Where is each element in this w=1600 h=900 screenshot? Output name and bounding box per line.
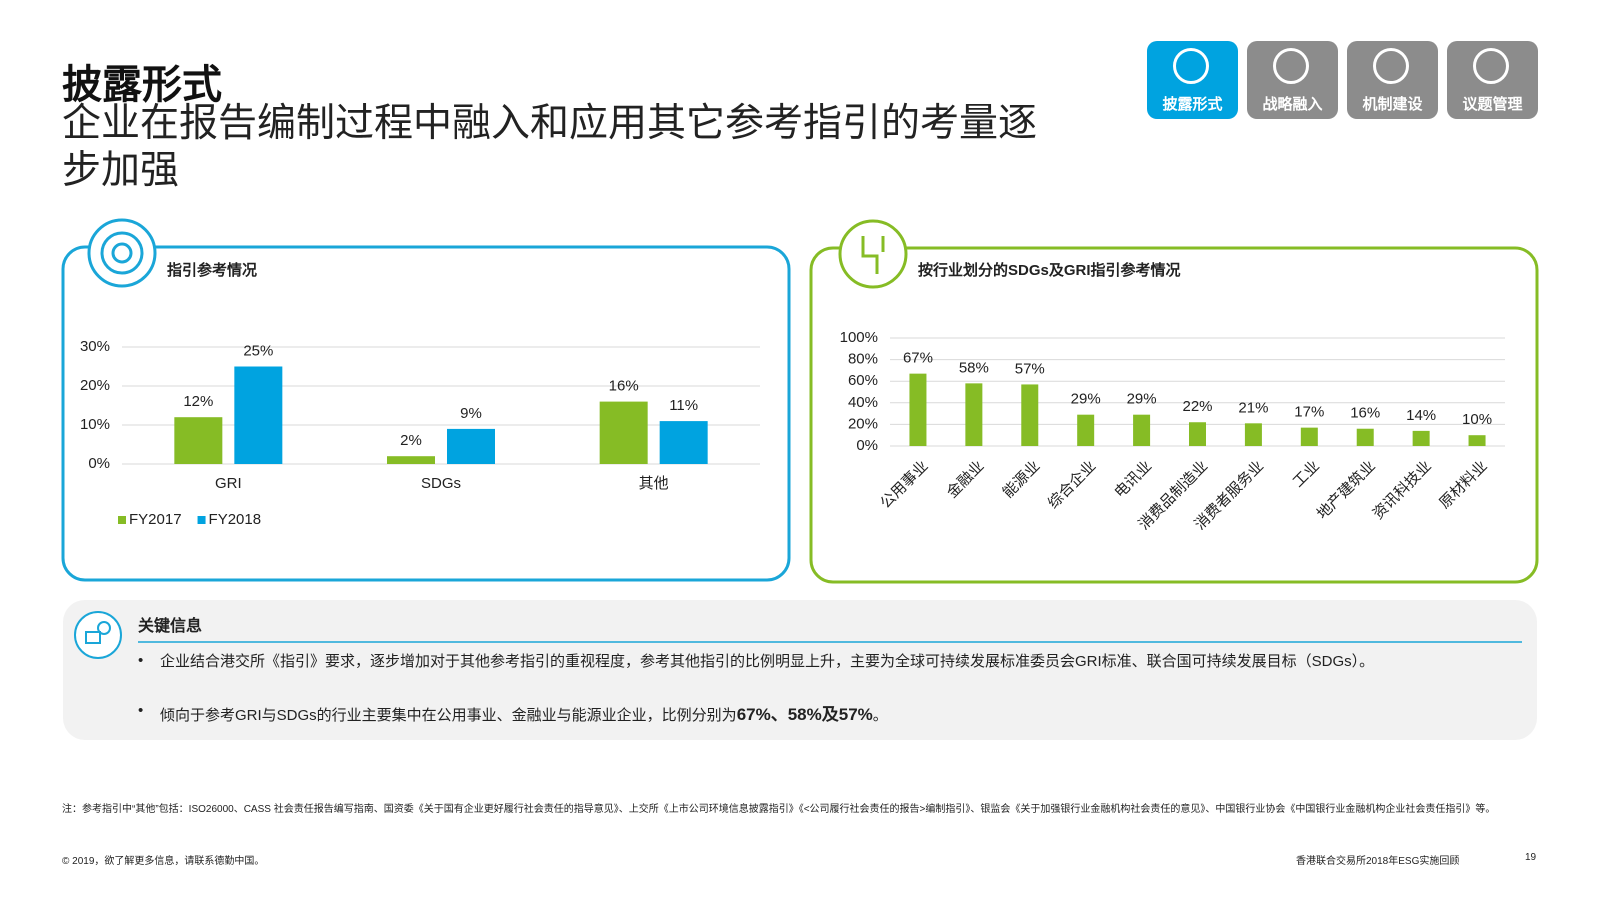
bar [234, 366, 283, 464]
y-tick-label: 0% [856, 437, 878, 454]
x-tick-label: 能源业 [1000, 458, 1044, 502]
copyright: © 2019，欲了解更多信息，请联系德勤中国。 [62, 856, 265, 867]
bar [1133, 414, 1151, 446]
data-label: 21% [1238, 399, 1268, 416]
x-tick-label: 原材料业 [1436, 458, 1490, 512]
x-tick-label: 电讯业 [1111, 458, 1155, 502]
x-tick-label: SDGs [421, 475, 461, 492]
footer-source: 香港联合交易所2018年ESG实施回顾 [1296, 856, 1460, 867]
x-tick-label: 综合企业 [1044, 457, 1099, 512]
data-label: 67% [903, 350, 933, 367]
icon-path-lines [861, 236, 885, 274]
y-tick-label: 100% [840, 329, 878, 346]
bar [1189, 422, 1206, 446]
icon-search [74, 611, 122, 659]
legend-label: FY2018 [209, 511, 262, 528]
icon-search-case [85, 631, 101, 644]
icon-target-ring [100, 231, 144, 275]
x-tick-label: GRI [215, 475, 242, 492]
panel-key [63, 600, 1537, 740]
bullet-dot: • [138, 652, 144, 669]
bullet-end: 。 [872, 707, 888, 724]
bar [1077, 414, 1095, 446]
y-tick-label: 0% [88, 455, 110, 472]
bar [1300, 427, 1318, 446]
bar [659, 421, 708, 464]
x-tick-label: 地产建筑业 [1314, 458, 1379, 523]
data-label: 11% [669, 397, 698, 414]
legend-label: FY2017 [129, 511, 182, 528]
data-label: 22% [1182, 398, 1212, 415]
data-label: 25% [243, 342, 273, 359]
key-title: 关键信息 [138, 618, 203, 635]
bullet-bold: 67%、58%及57% [736, 705, 873, 724]
bar [909, 373, 927, 446]
bar [387, 456, 435, 464]
panel-right [809, 246, 1539, 584]
icon-target [87, 218, 157, 288]
footnote: 注：参考指引中“其他”包括：ISO26000、CASS 社会责任报告编写指南、国… [62, 804, 1496, 815]
bullet-text: 倾向于参考GRI与SDGs的行业主要集中在公用事业、金融业与能源业企业，比例分别… [160, 707, 737, 724]
nav-button[interactable]: 机制建设 [1347, 41, 1438, 119]
bullet-dot: • [138, 702, 144, 719]
x-tick-label: 工业 [1290, 458, 1323, 491]
data-label: 9% [460, 405, 482, 422]
panel-left [61, 245, 791, 582]
y-tick-label: 80% [848, 351, 878, 368]
x-tick-label: 其他 [639, 475, 669, 492]
bar [447, 428, 495, 464]
bar [599, 401, 648, 464]
nav-button[interactable]: 议题管理 [1447, 41, 1538, 119]
legend-swatch [118, 516, 126, 524]
bar [1468, 435, 1486, 446]
data-label: 57% [1015, 360, 1045, 377]
nav-button[interactable]: 披露形式 [1147, 41, 1238, 119]
bar [965, 383, 983, 446]
data-label: 12% [183, 393, 213, 410]
y-tick-label: 10% [80, 416, 110, 433]
x-tick-label: 金融业 [944, 458, 988, 502]
page-subtitle: 企业在报告编制过程中融入和应用其它参考指引的考量逐步加强 [62, 102, 1038, 192]
data-label: 2% [400, 432, 422, 449]
bar [1021, 384, 1039, 446]
icon-target-core [111, 242, 133, 264]
y-tick-label: 30% [80, 338, 110, 355]
x-tick-label: 公用事业 [877, 458, 931, 512]
x-tick-label: 资讯科技业 [1370, 458, 1435, 523]
data-label: 14% [1406, 407, 1436, 424]
chart-title: 指引参考情况 [167, 261, 257, 279]
y-tick-label: 40% [848, 394, 878, 411]
y-tick-label: 20% [848, 415, 878, 432]
bar [1412, 430, 1430, 446]
bar [1356, 428, 1374, 446]
bar [1244, 423, 1262, 446]
data-label: 16% [1350, 405, 1380, 422]
y-tick-label: 20% [80, 377, 110, 394]
y-tick-label: 60% [848, 372, 878, 389]
data-label: 29% [1127, 391, 1157, 408]
page-number: 19 [1525, 852, 1537, 863]
chart-title: 按行业划分的SDGs及GRI指引参考情况 [918, 261, 1181, 279]
data-label: 58% [959, 359, 989, 376]
bullet: 企业结合港交所《指引》要求，逐步增加对于其他参考指引的重视程度，参考其他指引的比… [160, 653, 1375, 670]
page-title: 披露形式 [62, 63, 222, 107]
icon-search-lens [97, 621, 111, 635]
data-label: 16% [609, 378, 639, 395]
nav-button[interactable]: 战略融入 [1247, 41, 1338, 119]
icon-path [838, 219, 908, 289]
legend-swatch [197, 516, 206, 524]
data-label: 10% [1462, 411, 1492, 428]
bar [174, 417, 223, 464]
data-label: 29% [1071, 391, 1101, 408]
data-label: 17% [1294, 404, 1324, 421]
bullet: 倾向于参考GRI与SDGs的行业主要集中在公用事业、金融业与能源业企业，比例分别… [160, 700, 1450, 725]
